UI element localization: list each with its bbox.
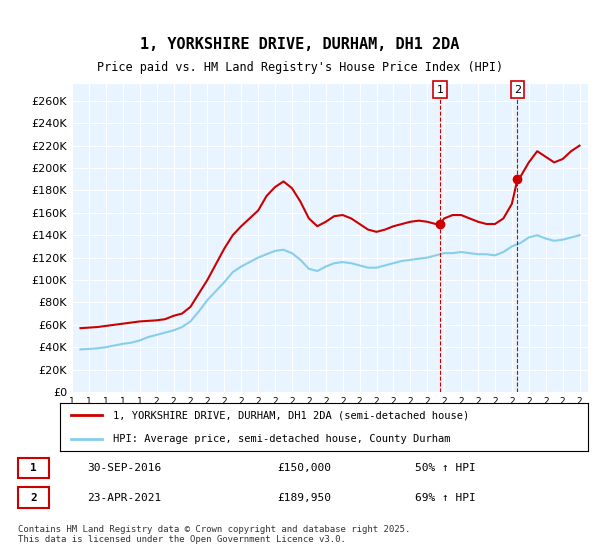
Text: 69% ↑ HPI: 69% ↑ HPI [415, 493, 476, 503]
Text: Price paid vs. HM Land Registry's House Price Index (HPI): Price paid vs. HM Land Registry's House … [97, 60, 503, 74]
Text: 30-SEP-2016: 30-SEP-2016 [87, 463, 161, 473]
Text: 1, YORKSHIRE DRIVE, DURHAM, DH1 2DA (semi-detached house): 1, YORKSHIRE DRIVE, DURHAM, DH1 2DA (sem… [113, 410, 469, 420]
Text: £150,000: £150,000 [277, 463, 331, 473]
Text: HPI: Average price, semi-detached house, County Durham: HPI: Average price, semi-detached house,… [113, 434, 450, 444]
Text: £189,950: £189,950 [277, 493, 331, 503]
FancyBboxPatch shape [18, 487, 49, 508]
Text: 23-APR-2021: 23-APR-2021 [87, 493, 161, 503]
Text: 50% ↑ HPI: 50% ↑ HPI [415, 463, 476, 473]
Text: 2: 2 [30, 493, 37, 503]
Text: 1: 1 [30, 463, 37, 473]
Text: 1: 1 [436, 85, 443, 95]
Text: Contains HM Land Registry data © Crown copyright and database right 2025.
This d: Contains HM Land Registry data © Crown c… [18, 525, 410, 544]
Text: 1, YORKSHIRE DRIVE, DURHAM, DH1 2DA: 1, YORKSHIRE DRIVE, DURHAM, DH1 2DA [140, 38, 460, 52]
Text: 2: 2 [514, 85, 521, 95]
FancyBboxPatch shape [18, 458, 49, 478]
